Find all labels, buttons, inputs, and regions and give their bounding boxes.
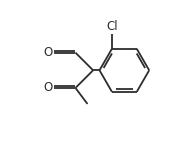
Text: O: O: [43, 81, 52, 94]
Text: O: O: [43, 46, 52, 59]
Text: Cl: Cl: [106, 20, 118, 33]
